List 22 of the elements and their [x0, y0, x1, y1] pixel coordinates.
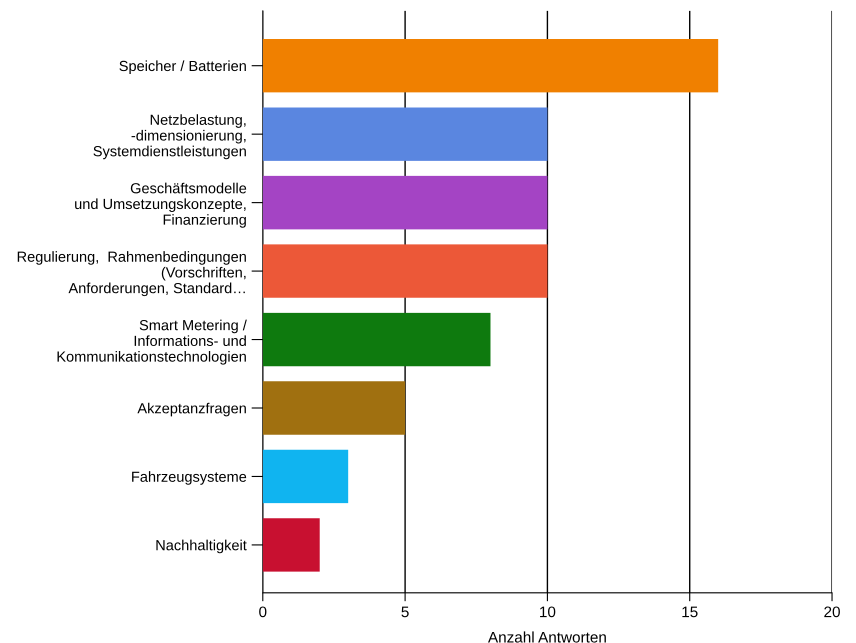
bar	[262, 107, 548, 161]
y-tick-label: Akzeptanzfragen	[137, 402, 246, 416]
x-tick-label: 0	[259, 606, 266, 618]
y-tick-label: Speicher / Batterien	[119, 60, 246, 74]
bar	[262, 312, 490, 366]
x-tick-label: 15	[682, 606, 698, 618]
x-tick-label: 20	[824, 606, 840, 618]
y-tick-label: Fahrzeugsysteme	[132, 471, 246, 485]
x-tick-label: 5	[401, 606, 409, 618]
y-tick-label: Nachhaltigkeit	[156, 540, 247, 554]
y-tick-label: Geschäftsmodelle und Umsetzungskonzepte, Finanzierung	[75, 182, 246, 228]
bar	[262, 381, 406, 435]
x-axis-title: Anzahl Antworten	[488, 631, 606, 643]
y-tick-label: Smart Metering / Informations- und Kommunikationstechnologien	[58, 320, 247, 365]
y-tick-label: Netzbelastung, -dimensionierung, Systemdienstleistungen	[93, 114, 246, 160]
y-tick-label: Regulierung, Rahmenbedingungen (Vorschriften, Anforderungen, Standard…	[18, 251, 246, 296]
bar	[262, 244, 548, 298]
x-tick-label: 10	[540, 606, 556, 618]
bar	[262, 450, 348, 504]
bar	[262, 39, 718, 92]
bar	[262, 176, 548, 230]
bar	[262, 518, 320, 572]
